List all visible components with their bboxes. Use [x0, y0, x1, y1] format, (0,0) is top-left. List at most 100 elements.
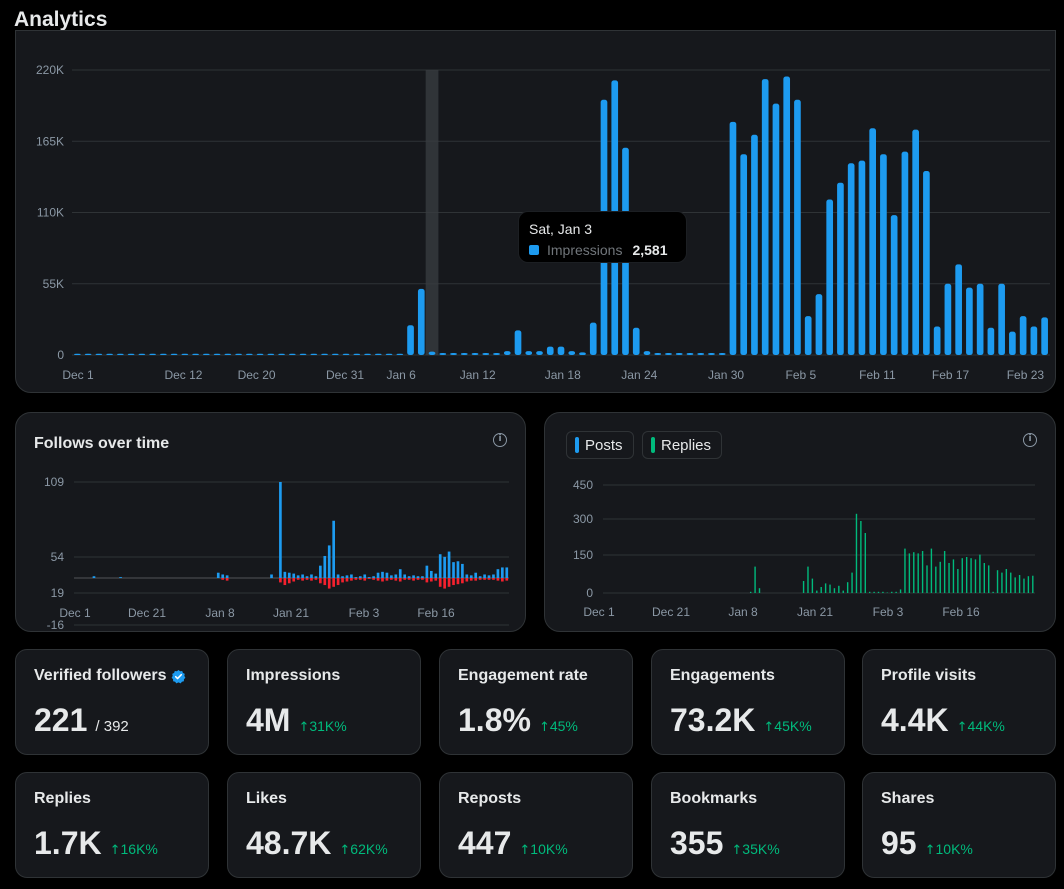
stat-card-bookmarks[interactable]: Bookmarks 355 ↑35K% — [651, 772, 845, 878]
stat-delta-value: 31K% — [309, 718, 347, 734]
stat-card-verified-followers[interactable]: Verified followers 221 / 392 — [15, 649, 209, 755]
follows-bar — [452, 562, 455, 578]
stat-card-replies[interactable]: Replies 1.7K ↑16K% — [15, 772, 209, 878]
unfollows-bar — [394, 578, 398, 581]
impressions-bar — [826, 199, 834, 355]
impressions-bar — [127, 353, 135, 355]
stat-card-profile-visits[interactable]: Profile visits 4.4K ↑44K% — [862, 649, 1056, 755]
stat-card-shares[interactable]: Shares 95 ↑10K% — [862, 772, 1056, 878]
tooltip-value: 2,581 — [632, 242, 668, 258]
unfollows-bar — [474, 578, 478, 581]
stat-label: Verified followers — [34, 667, 186, 685]
unfollows-bar — [385, 578, 389, 581]
impressions-bar — [407, 325, 414, 355]
stat-value-row: 95 ↑10K% — [881, 825, 973, 862]
stat-value-row: 447 ↑10K% — [458, 825, 568, 862]
unfollows-bar — [287, 578, 291, 584]
posts-replies-chart-card[interactable]: Posts Replies i 450 300 150 0 Dec 1 Dec 21 Jan… — [544, 412, 1056, 632]
impressions-bar — [557, 346, 565, 355]
unfollows-bar — [296, 578, 300, 580]
impressions-bar — [966, 287, 973, 355]
follows-bar — [310, 574, 313, 578]
stat-sub: / 392 — [95, 718, 129, 735]
follows-bar — [367, 577, 371, 578]
x-tick-label: Dec 21 — [128, 606, 166, 620]
replies-bar — [807, 566, 809, 593]
stat-card-likes[interactable]: Likes 48.7K ↑62K% — [227, 772, 421, 878]
follows-chart-card[interactable]: Follows over time i 109 54 19 -16 Dec 1 Dec 2… — [15, 412, 526, 632]
replies-bar — [833, 588, 836, 593]
follows-info-icon[interactable]: i — [493, 433, 507, 447]
stat-card-reposts[interactable]: Reposts 447 ↑10K% — [439, 772, 633, 878]
replies-bar — [1018, 575, 1021, 593]
x-tick-label: Feb 5 — [786, 368, 817, 382]
impressions-bar — [729, 121, 737, 356]
impressions-bar — [514, 330, 522, 355]
follows-bar — [487, 575, 491, 578]
unfollows-bar — [225, 578, 229, 581]
x-tick-label: Dec 1 — [583, 605, 615, 619]
arrow-up-icon: ↑ — [538, 720, 550, 735]
follows-bar — [407, 576, 411, 578]
impressions-bar — [1019, 316, 1027, 355]
follows-bar — [376, 572, 380, 578]
replies-bar — [749, 591, 752, 593]
replies-bar — [992, 591, 994, 593]
impressions-bar — [933, 326, 941, 355]
x-tick-label: Jan 8 — [205, 606, 235, 620]
follows-card-title: Follows over time — [34, 435, 170, 452]
stat-value-row: 48.7K ↑62K% — [246, 825, 388, 862]
legend-replies-toggle[interactable]: Replies — [642, 431, 723, 459]
impressions-bar — [804, 316, 812, 355]
unfollows-bar — [407, 578, 411, 580]
replies-bar — [988, 565, 990, 593]
unfollows-bar — [469, 578, 473, 581]
impressions-bar — [321, 353, 328, 355]
tooltip-date: Sat, Jan 3 — [529, 221, 593, 237]
unfollows-bar — [376, 578, 380, 581]
y-tick-label: 0 — [586, 586, 593, 600]
stat-label-text: Reposts — [458, 790, 522, 807]
stat-label: Engagement rate — [458, 667, 588, 685]
impressions-bar — [460, 353, 468, 355]
unfollows-bar — [447, 578, 451, 587]
unfollows-bar — [465, 578, 469, 582]
impressions-bar — [181, 353, 189, 355]
unfollows-bar — [421, 578, 424, 580]
stat-value-row: 4.4K ↑44K% — [881, 702, 1005, 739]
stat-label: Profile visits — [881, 667, 976, 685]
replies-bar — [970, 558, 972, 593]
stat-value-row: 4M ↑31K% — [246, 702, 347, 739]
follows-bar — [447, 551, 451, 578]
posts-info-icon[interactable]: i — [1023, 433, 1037, 447]
replies-bar — [1032, 575, 1034, 593]
stat-delta-value: 45K% — [774, 718, 812, 734]
legend-replies-label: Replies — [661, 436, 712, 454]
stat-delta: ↑10K% — [519, 841, 567, 858]
impressions-bar — [428, 351, 436, 355]
legend-posts-toggle[interactable]: Posts — [566, 431, 634, 459]
follows-bar — [119, 577, 122, 578]
follows-bar — [345, 575, 349, 578]
replies-bar — [838, 585, 840, 593]
impressions-bar — [654, 353, 662, 355]
replies-bar — [921, 551, 924, 593]
stat-card-engagement-rate[interactable]: Engagement rate 1.8% ↑45% — [439, 649, 633, 755]
follows-bar — [434, 573, 438, 578]
impressions-bar — [686, 353, 694, 355]
impressions-chart[interactable]: 0 55K 110K 165K 220K Dec 1 Dec 12 Dec 20 Dec 31 J… — [16, 31, 1056, 393]
follows-bar — [416, 576, 420, 578]
stat-value: 4M — [246, 702, 291, 738]
impressions-bar — [374, 353, 382, 355]
replies-bar — [882, 591, 884, 593]
posts-replies-chart[interactable]: 450 300 150 0 Dec 1 Dec 21 Jan 8 Jan 21 Feb 3 Feb… — [545, 413, 1056, 632]
follows-bar — [483, 574, 486, 578]
stat-card-engagements[interactable]: Engagements 73.2K ↑45K% — [651, 649, 845, 755]
follows-bar — [341, 576, 344, 578]
stat-card-impressions[interactable]: Impressions 4M ↑31K% — [227, 649, 421, 755]
stat-delta: ↑62K% — [339, 841, 387, 858]
impressions-bar — [267, 353, 275, 355]
unfollows-bar — [501, 578, 504, 582]
follows-bar — [429, 570, 433, 578]
